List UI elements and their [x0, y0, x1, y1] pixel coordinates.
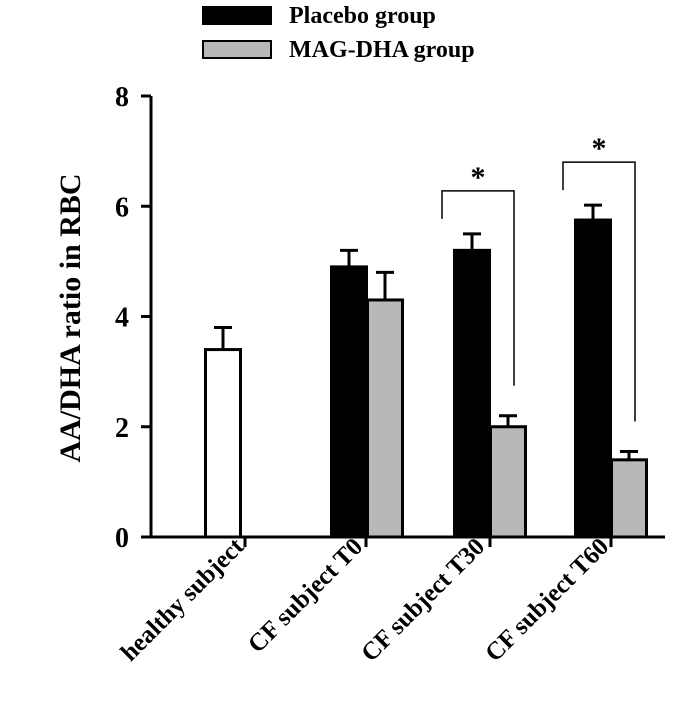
significance-star: * [471, 161, 486, 194]
legend-swatch-mag-dha [202, 40, 272, 59]
bar-mag-dha-3 [610, 458, 648, 539]
bar-healthy-subject [204, 348, 242, 539]
bar-placebo-1 [330, 265, 368, 539]
x-tick-label: CF subject T30 [356, 533, 490, 667]
legend-label-mag-dha: MAG-DHA group [289, 37, 475, 63]
x-tick-label: healthy subject [116, 533, 250, 667]
y-axis: 0 2 4 6 8 [115, 82, 153, 554]
significance-bracket [441, 190, 515, 386]
y-axis-label: AA/DHA ratio in RBC [54, 173, 87, 462]
y-tick-label: 4 [115, 303, 129, 334]
significance-star: * [592, 132, 607, 165]
error-bars [214, 203, 638, 460]
x-tick-label: CF subject T60 [480, 533, 614, 667]
significance-bracket [562, 161, 636, 422]
y-tick-label: 0 [115, 523, 129, 554]
y-tick-label: 2 [115, 413, 129, 444]
bar-placebo-3 [574, 218, 612, 539]
legend: Placebo group MAG-DHA group [202, 3, 475, 63]
bars [204, 218, 648, 539]
bar-mag-dha-1 [366, 298, 404, 539]
legend-label-placebo: Placebo group [289, 3, 436, 29]
bar-placebo-2 [453, 248, 491, 539]
y-tick-label: 6 [115, 192, 129, 223]
bar-mag-dha-2 [489, 425, 527, 539]
y-tick-label: 8 [115, 82, 129, 113]
x-tick-label: CF subject T0 [243, 533, 368, 658]
legend-swatch-placebo [202, 6, 272, 25]
significance-markers: ** [441, 132, 636, 422]
